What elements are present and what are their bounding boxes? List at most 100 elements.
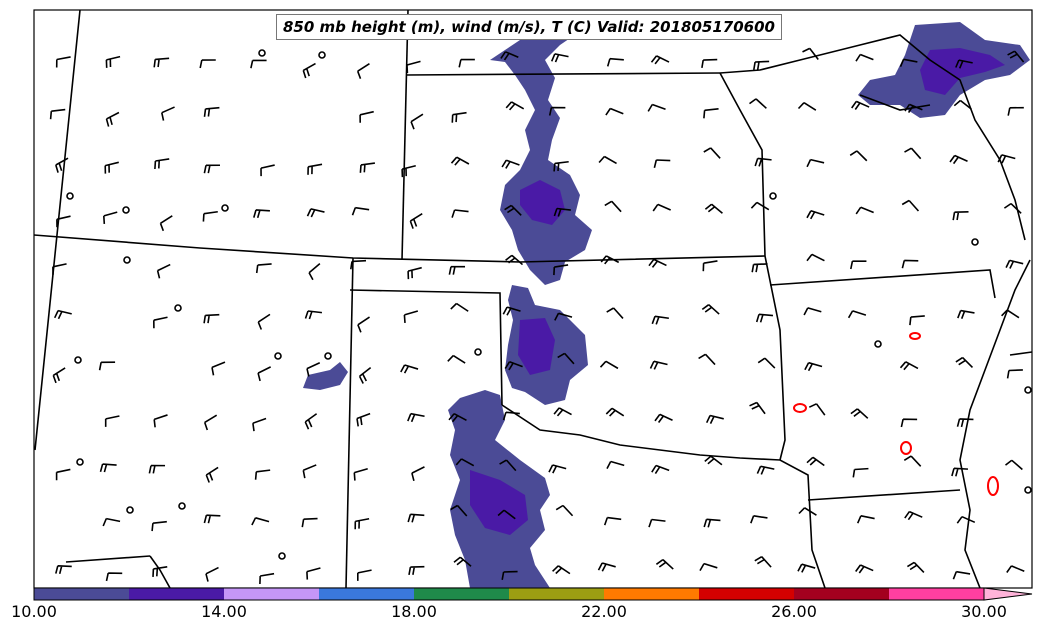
wind-barb (901, 199, 920, 212)
wind-barb (403, 310, 419, 323)
wind-barb (655, 558, 674, 570)
wind-barb (458, 58, 475, 68)
wind-barb (797, 102, 817, 111)
temperature-contours (793, 332, 999, 496)
calm-circle (76, 458, 84, 466)
wind-barb (260, 164, 275, 177)
wind-barb (956, 418, 974, 428)
wind-barb (701, 304, 720, 315)
boundary-panhandle (349, 289, 503, 406)
wind-barb (755, 313, 774, 323)
wind-barb (205, 566, 219, 582)
wind-barb (99, 463, 117, 473)
calm-circle (126, 506, 134, 514)
wind-barb (302, 62, 316, 79)
wind-barb (754, 556, 772, 568)
wind-barb (203, 514, 221, 524)
wind-barb (703, 518, 721, 528)
calm-circle (123, 256, 131, 264)
wind-barb (502, 411, 520, 421)
wind-barb (603, 516, 622, 526)
wind-barb (407, 513, 425, 523)
boundary-sw (65, 555, 151, 563)
wind-barb (553, 160, 569, 172)
wind-barb (410, 113, 424, 130)
boundary-ms-river (959, 259, 1031, 588)
wind-barb (148, 464, 166, 474)
wind-barb (851, 100, 870, 110)
wind-barb (302, 464, 317, 479)
wind-barb (852, 467, 869, 478)
wind-barb (211, 361, 226, 376)
wind-barb (53, 309, 72, 320)
wind-barb (451, 111, 467, 123)
wind-barb (651, 464, 670, 475)
wind-barb (450, 156, 470, 166)
wind-barb (606, 57, 624, 67)
colorbar-segment (604, 588, 700, 600)
wind-barb (899, 58, 918, 68)
wind-barb (251, 517, 270, 526)
boundary-kansas-west (401, 10, 409, 261)
wind-barb (502, 306, 521, 316)
calm-circle (474, 348, 482, 356)
wind-barb (351, 206, 370, 216)
wind-barb (806, 456, 825, 467)
calm-circle (178, 502, 186, 510)
wind-barb (252, 417, 267, 432)
precip-dark-south (470, 470, 528, 535)
wind-barb (202, 210, 218, 222)
shaded-field (303, 14, 1030, 588)
wind-barb (408, 565, 425, 576)
wind-barb (855, 53, 874, 62)
wind-barb (357, 316, 370, 333)
wind-barb (652, 203, 671, 212)
wind-barb (156, 263, 171, 279)
wind-barb (359, 162, 376, 173)
wind-barb (751, 263, 768, 273)
wind-barb (955, 356, 974, 369)
wind-barb (997, 154, 1016, 164)
wind-barb (450, 504, 468, 517)
wind-barb (701, 58, 718, 69)
wind-barb (952, 210, 969, 221)
wind-barb (453, 556, 472, 567)
calm-circle (258, 49, 266, 57)
wind-barb (699, 562, 718, 571)
wind-barb (357, 569, 372, 581)
wind-barb (703, 108, 719, 119)
wind-barb (552, 565, 571, 575)
wind-barb (52, 263, 67, 275)
wind-barb (400, 364, 419, 374)
wind-barb (253, 209, 270, 219)
wind-barb (98, 361, 116, 371)
wind-barb (55, 468, 71, 481)
wind-barb (154, 158, 170, 170)
wind-barb (806, 158, 825, 168)
wind-barb (358, 367, 372, 384)
wind-barb (753, 60, 770, 71)
wind-barb (650, 55, 670, 65)
precip-southwest-blob (303, 362, 348, 390)
calm-circle (1024, 486, 1032, 494)
wind-barb (957, 309, 975, 319)
wind-barb (1007, 106, 1024, 116)
wind-barb (597, 562, 616, 572)
wind-barb (306, 567, 321, 580)
precip-dark-middle (518, 318, 555, 375)
wind-barb (1007, 50, 1025, 63)
wind-barb (605, 107, 624, 116)
wind-barb (648, 258, 667, 268)
wind-barb (808, 403, 826, 416)
wind-barb (501, 159, 520, 169)
wind-barb (1006, 369, 1023, 379)
map-title: 850 mb height (m), wind (m/s), T (C) Val… (276, 14, 782, 40)
calm-circle (769, 192, 777, 200)
wind-barb (161, 106, 175, 121)
wind-barb (651, 315, 669, 325)
wind-barb (205, 466, 219, 483)
wind-barb (553, 207, 571, 217)
wind-barb (55, 565, 72, 574)
colorbar-segment (699, 588, 795, 600)
wind-barb (653, 159, 671, 168)
